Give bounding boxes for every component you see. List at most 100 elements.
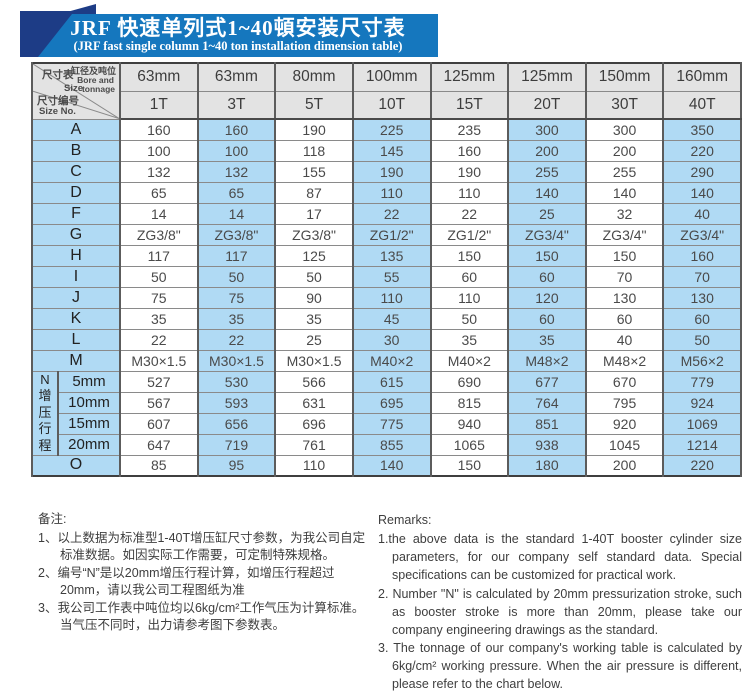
dim-value-cell: 631 [274,391,354,414]
bore-header-cell: 160mm [662,62,742,92]
dim-value-cell: 40 [584,328,665,351]
dim-value-cell: ZG3/4" [662,223,742,246]
table-row: G ZG3/8" ZG3/8" ZG3/8" ZG1/2" ZG1/2" ZG3/4" ZG3… [31,223,742,246]
table-row: H 117 117 125 135 150 150 150 160 [31,244,742,267]
dim-value-cell: M30×1.5 [196,349,277,372]
row-label-a: A [31,118,121,141]
dim-value-cell: 110 [274,454,354,477]
dim-value-cell: 150 [429,454,510,477]
row-label-h: H [31,244,121,267]
table-row: 20mm 647 719 761 855 1065 938 1045 1214 [32,433,742,456]
dim-value-cell: M40×2 [351,349,432,372]
table-row: K 35 35 35 45 50 60 60 60 [31,307,742,330]
dim-value-cell: 25 [507,202,587,225]
note-en-item-3: 3. The tonnage of our company's working … [378,640,742,692]
dim-value-cell: 855 [351,433,432,456]
dim-value-cell: 87 [274,181,354,204]
dim-value-cell: 851 [507,412,587,435]
bore-header-cell: 63mm [119,62,199,92]
dim-value-cell: 60 [662,307,742,330]
dim-value-cell: 690 [429,370,510,393]
ton-header-cell: 5T [274,90,354,120]
dim-value-cell: 75 [119,286,199,309]
dim-value-cell: 22 [196,328,277,351]
row-label-k: K [31,307,121,330]
dim-value-cell: ZG3/8" [196,223,277,246]
dim-value-cell: 35 [429,328,510,351]
dim-value-cell: 150 [429,244,510,267]
dim-value-cell: M40×2 [429,349,510,372]
dim-value-cell: 696 [274,412,354,435]
table-row: 15mm 607 656 696 775 940 851 920 1069 [32,412,742,435]
dim-value-cell: M30×1.5 [119,349,199,372]
dim-value-cell: 50 [662,328,742,351]
dim-value-cell: 1065 [429,433,510,456]
dim-value-cell: 117 [119,244,199,267]
dim-value-cell: 180 [507,454,587,477]
note-en-item-2: 2. Number "N" is calculated by 20mm pres… [378,586,742,637]
dim-value-cell: 110 [351,181,432,204]
dim-value-cell: 110 [351,286,432,309]
bore-header-cell: 125mm [429,62,510,92]
dim-value-cell: 607 [119,412,199,435]
table-row: A 160 160 190 225 235 300 300 350 [31,118,742,141]
ton-header-cell: 30T [584,90,665,120]
dim-value-cell: 647 [119,433,199,456]
dim-value-cell: 775 [351,412,432,435]
dimension-table: 尺寸表 Size 缸径及吨位 Bore and tonnage 尺寸编号 Siz… [31,62,742,477]
dim-value-cell: 150 [507,244,587,267]
n-stroke-label-20mm: 20mm [57,433,121,456]
notes-section: 备注: 1、以上数据为标准型1-40T增压缸尺寸参数，为我公司自定标准数据。如因… [38,511,744,693]
ton-header-cell: 10T [351,90,432,120]
dim-value-cell: 200 [584,454,665,477]
dim-value-cell: 1069 [662,412,742,435]
dim-value-cell: 60 [507,307,587,330]
dim-value-cell: 225 [351,118,432,141]
dim-value-cell: 50 [429,307,510,330]
dim-value-cell: 14 [196,202,277,225]
dim-value-cell: 30 [351,328,432,351]
table-row: J 75 75 90 110 110 120 130 130 [31,286,742,309]
dim-value-cell: 200 [584,139,665,162]
dim-value-cell: 567 [119,391,199,414]
dim-value-cell: 255 [507,160,587,183]
table-row: N 增压行程 5mm 527 530 566 615 690 677 670 779 [31,370,742,456]
dim-value-cell: 160 [662,244,742,267]
dim-value-cell: 940 [429,412,510,435]
dim-value-cell: M56×2 [662,349,742,372]
bore-header-row: 尺寸表 Size 缸径及吨位 Bore and tonnage 尺寸编号 Siz… [31,62,742,120]
table-row: D 65 65 87 110 110 140 140 140 [31,181,742,204]
dim-value-cell: 140 [351,454,432,477]
dim-value-cell: 118 [274,139,354,162]
corner-sizeno-label-en: Size No. [39,106,76,117]
dim-value-cell: 132 [119,160,199,183]
dim-value-cell: 920 [584,412,665,435]
dim-value-cell: 695 [351,391,432,414]
dim-value-cell: M30×1.5 [274,349,354,372]
dim-value-cell: 35 [274,307,354,330]
n-stroke-label-5mm: 5mm [57,370,121,393]
dim-value-cell: ZG3/4" [507,223,587,246]
ton-header-cell: 20T [507,90,587,120]
dim-value-cell: 795 [584,391,665,414]
dim-value-cell: 130 [662,286,742,309]
dim-value-cell: 761 [274,433,354,456]
dim-value-cell: 55 [351,265,432,288]
corner-bore-label-en2: tonnage [81,84,115,94]
table-row: I 50 50 50 55 60 60 70 70 [31,265,742,288]
dim-value-cell: 95 [196,454,277,477]
bore-header-cell: 125mm [507,62,587,92]
dim-value-cell: 656 [196,412,277,435]
ton-header-cell: 1T [119,90,199,120]
dim-value-cell: 677 [507,370,587,393]
dim-value-cell: 145 [351,139,432,162]
dim-value-cell: 32 [584,202,665,225]
corner-size-label-cn: 尺寸表 [42,69,74,81]
note-cn-item-3: 3、我公司工作表中吨位均以6kg/cm²工作气压为计算标准。当气压不同时，出力请… [38,600,365,633]
row-label-b: B [31,139,121,162]
dim-value-cell: 65 [119,181,199,204]
dim-value-cell: 60 [429,265,510,288]
dim-value-cell: 25 [274,328,354,351]
table-row: 10mm 567 593 631 695 815 764 795 924 [32,391,742,414]
